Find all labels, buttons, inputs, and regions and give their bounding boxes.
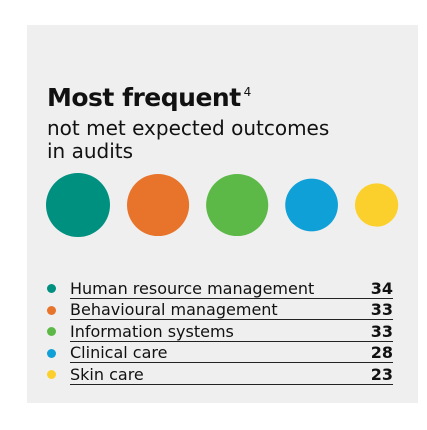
legend-dot (47, 370, 56, 380)
legend-row: Information systems 33 (47, 321, 393, 343)
chart-title: Most frequent 4 (47, 83, 251, 112)
legend-value: 23 (370, 364, 393, 384)
legend-value: 33 (370, 321, 393, 341)
legend-row: Human resource management 34 (47, 278, 393, 300)
legend-item: Information systems 33 (70, 322, 393, 342)
legend-item: Behavioural management 33 (70, 300, 393, 321)
legend-value: 34 (370, 278, 393, 298)
legend-label: Skin care (70, 364, 144, 384)
legend-item: Skin care 23 (70, 365, 393, 385)
legend-row: Skin care 23 (47, 364, 393, 386)
legend-dot (47, 305, 56, 315)
bubble (285, 178, 338, 232)
legend-dot (47, 284, 56, 294)
legend-dot (47, 327, 56, 337)
legend-row: Behavioural management 33 (47, 300, 393, 322)
legend-dot (47, 348, 56, 358)
legend-label: Human resource management (70, 278, 315, 298)
title-text: Most frequent (47, 83, 241, 112)
legend: Human resource management 34 Behavioural m… (47, 278, 393, 386)
bubble (354, 183, 399, 227)
bubble (127, 173, 190, 237)
bubble (46, 173, 110, 237)
legend-item: Human resource management 34 (70, 279, 393, 299)
legend-label: Clinical care (70, 343, 168, 363)
legend-value: 28 (370, 343, 393, 363)
legend-row: Clinical care 28 (47, 343, 393, 365)
legend-value: 33 (370, 300, 393, 320)
bubbles (46, 173, 399, 237)
chart-subtitle: not met expected outcomes in audits (47, 116, 330, 163)
legend-label: Behavioural management (70, 300, 278, 320)
footnote-ref: 4 (243, 85, 252, 99)
legend-label: Information systems (70, 321, 234, 341)
legend-item: Clinical care 28 (70, 343, 393, 364)
card: Most frequent 4 not met expected outcomes… (27, 25, 418, 403)
bubble (206, 173, 269, 237)
